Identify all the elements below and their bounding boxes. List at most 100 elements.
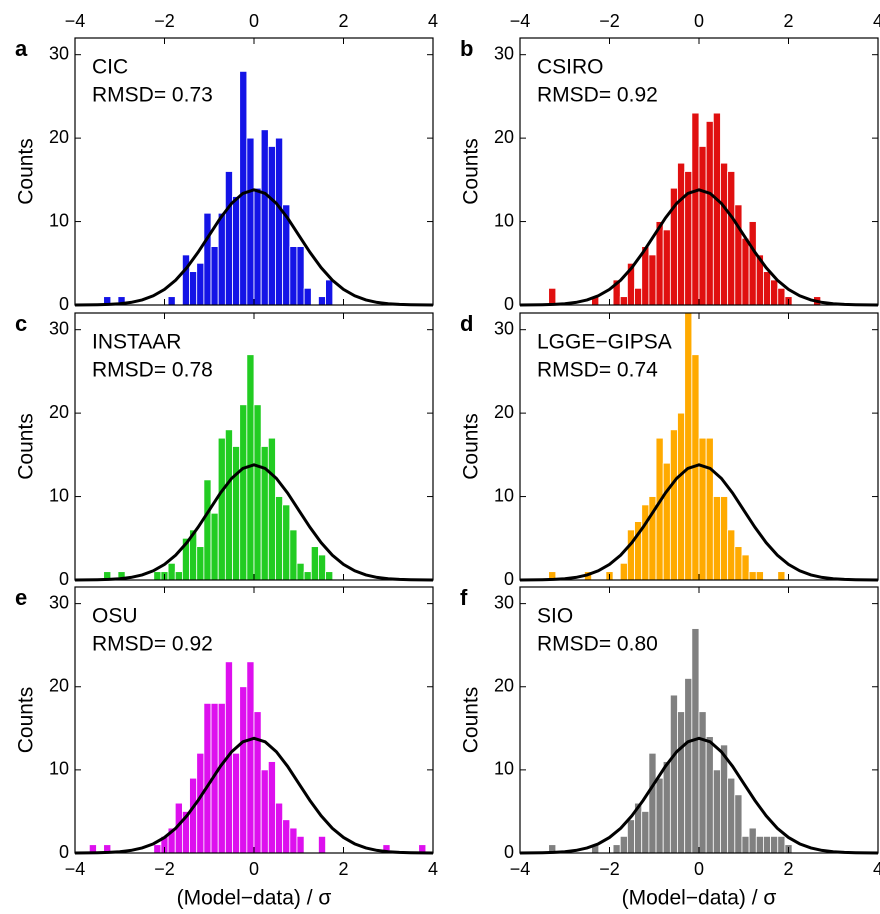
bar bbox=[669, 429, 678, 581]
y-tick-label: 30 bbox=[494, 318, 514, 338]
y-tick-label: 30 bbox=[49, 318, 69, 338]
bar bbox=[727, 171, 736, 306]
y-axis-label: Counts bbox=[15, 687, 38, 754]
annotation: RMSD= 0.80 bbox=[537, 633, 658, 656]
bar bbox=[777, 571, 786, 581]
bar bbox=[267, 437, 276, 581]
bar bbox=[741, 554, 750, 581]
panel-title: CIC bbox=[92, 56, 128, 79]
y-axis-label: Counts bbox=[460, 138, 483, 205]
bar bbox=[720, 744, 729, 854]
bar bbox=[720, 162, 729, 306]
bar bbox=[303, 571, 312, 581]
bar bbox=[153, 571, 162, 581]
bar bbox=[655, 777, 664, 854]
bar bbox=[296, 562, 305, 581]
bar bbox=[662, 761, 671, 854]
y-tick-label: 0 bbox=[504, 842, 514, 862]
fit-curve bbox=[519, 463, 879, 582]
x-axis-label: (Model−data) / σ bbox=[622, 887, 777, 910]
bar bbox=[648, 752, 657, 854]
x-tick-label: −4 bbox=[65, 11, 86, 31]
bar bbox=[698, 146, 707, 306]
x-tick-label: −2 bbox=[154, 11, 175, 31]
y-tick-label: 10 bbox=[49, 210, 69, 230]
x-tick-label: 0 bbox=[249, 859, 259, 879]
panel-title: CSIRO bbox=[537, 56, 604, 79]
bar bbox=[734, 204, 743, 306]
fit-curve bbox=[74, 463, 434, 582]
bar bbox=[748, 221, 757, 306]
panel-letter: b bbox=[460, 36, 473, 61]
x-tick-label: −4 bbox=[510, 859, 531, 879]
y-tick-label: 10 bbox=[49, 759, 69, 779]
bar bbox=[260, 769, 269, 854]
bar bbox=[770, 835, 779, 854]
x-tick-label: 4 bbox=[428, 11, 438, 31]
y-axis-label: Counts bbox=[15, 138, 38, 205]
y-tick-label: 30 bbox=[494, 43, 514, 63]
y-axis-label: Counts bbox=[460, 413, 483, 480]
bar bbox=[253, 711, 262, 854]
y-tick-label: 20 bbox=[494, 676, 514, 696]
bar bbox=[677, 412, 686, 581]
bar bbox=[253, 187, 262, 306]
bar bbox=[619, 835, 628, 854]
bar bbox=[748, 571, 757, 581]
y-tick-label: 30 bbox=[494, 592, 514, 612]
bar bbox=[770, 279, 779, 306]
bar bbox=[260, 129, 269, 306]
bar bbox=[677, 162, 686, 306]
bar bbox=[232, 752, 241, 854]
y-tick-label: 0 bbox=[59, 294, 69, 314]
bar bbox=[734, 794, 743, 854]
bar bbox=[741, 237, 750, 306]
x-tick-label: 4 bbox=[873, 11, 880, 31]
bar bbox=[239, 686, 248, 854]
panel-title: SIO bbox=[537, 605, 573, 628]
bar bbox=[755, 835, 764, 854]
y-tick-label: 0 bbox=[59, 842, 69, 862]
bar bbox=[232, 446, 241, 581]
bar bbox=[648, 254, 657, 306]
bar bbox=[275, 496, 284, 581]
fit-curve bbox=[519, 188, 879, 307]
bar bbox=[705, 121, 714, 306]
bar bbox=[239, 70, 248, 306]
bar bbox=[734, 546, 743, 581]
x-tick-label: −2 bbox=[599, 859, 620, 879]
bar bbox=[777, 835, 786, 854]
bar bbox=[203, 702, 212, 854]
panel-letter: c bbox=[15, 311, 27, 336]
bar bbox=[217, 702, 226, 854]
bar bbox=[174, 571, 183, 581]
bar bbox=[232, 196, 241, 306]
x-tick-label: 2 bbox=[338, 11, 348, 31]
bar bbox=[627, 529, 635, 581]
bar bbox=[275, 802, 284, 854]
bar bbox=[318, 296, 327, 306]
bar bbox=[310, 546, 319, 581]
bar bbox=[741, 835, 750, 854]
bar bbox=[662, 229, 671, 306]
x-tick-label: 0 bbox=[694, 11, 704, 31]
panel-title: INSTAAR bbox=[92, 331, 181, 354]
bar bbox=[275, 137, 284, 306]
bar bbox=[763, 835, 772, 854]
y-tick-label: 10 bbox=[494, 759, 514, 779]
y-tick-label: 0 bbox=[59, 569, 69, 589]
x-tick-label: −4 bbox=[65, 859, 86, 879]
panel-letter: f bbox=[460, 585, 468, 610]
bar bbox=[763, 271, 772, 306]
bar bbox=[627, 819, 635, 854]
bar bbox=[748, 827, 757, 854]
bar bbox=[289, 827, 298, 854]
bar bbox=[253, 404, 262, 581]
bar bbox=[712, 769, 721, 854]
bar bbox=[181, 254, 190, 306]
bar bbox=[634, 287, 643, 306]
x-tick-label: −2 bbox=[154, 859, 175, 879]
y-tick-label: 10 bbox=[494, 210, 514, 230]
y-axis-label: Counts bbox=[460, 687, 483, 754]
